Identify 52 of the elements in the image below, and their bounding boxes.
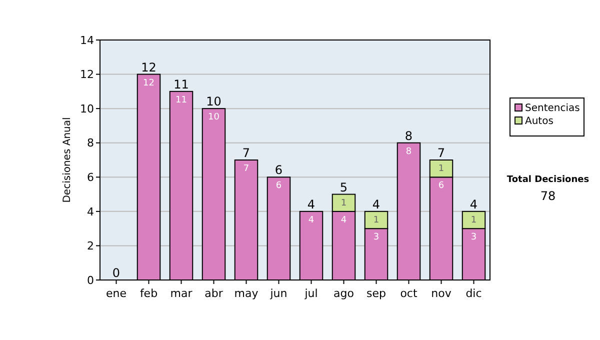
x-tick-label: jul xyxy=(304,287,318,300)
total-label: 11 xyxy=(174,77,189,92)
legend-label: Sentencias xyxy=(525,103,580,114)
x-tick-label: abr xyxy=(204,287,224,300)
y-tick-label: 10 xyxy=(80,102,94,116)
text: Total Decisiones xyxy=(506,175,590,185)
total-label: 4 xyxy=(470,197,478,212)
data-label: 7 xyxy=(243,164,250,174)
y-tick-label: 8 xyxy=(87,136,94,150)
y-tick-label: 0 xyxy=(87,274,94,287)
total-label: 6 xyxy=(274,163,283,178)
x-tick-label: dic xyxy=(466,287,482,300)
total-label: 4 xyxy=(307,197,316,212)
total-label: 8 xyxy=(404,128,413,143)
data-label: 10 xyxy=(208,112,220,123)
legend-label: Autos xyxy=(525,116,554,127)
data-label: 4 xyxy=(308,215,314,226)
data-label: 1 xyxy=(438,164,444,174)
total-label: 0 xyxy=(112,266,120,280)
data-label: 8 xyxy=(406,146,412,157)
y-tick-label: 12 xyxy=(80,68,94,82)
total-label: 7 xyxy=(437,146,446,160)
x-tick-label: ago xyxy=(334,287,354,300)
x-tick-label: jun xyxy=(269,287,288,300)
x-tick-label: feb xyxy=(140,287,158,300)
x-tick-label: sep xyxy=(366,287,386,300)
total-label: 12 xyxy=(141,60,156,74)
data-label: 11 xyxy=(176,95,187,106)
text: 78 xyxy=(540,189,556,203)
x-tick-label: mar xyxy=(170,287,193,300)
data-label: 4 xyxy=(340,215,347,226)
y-tick-label: 14 xyxy=(80,34,94,47)
total-label: 10 xyxy=(206,94,222,109)
y-tick-label: 2 xyxy=(87,240,94,253)
data-label: 1 xyxy=(470,215,477,226)
data-label: 6 xyxy=(438,181,444,192)
x-tick-label: nov xyxy=(431,287,452,300)
total-label: 4 xyxy=(372,197,380,212)
data-label: 6 xyxy=(276,181,282,192)
data-label: 1 xyxy=(340,198,347,208)
x-tick-label: may xyxy=(234,287,259,300)
y-axis-title: Decisiones Anual xyxy=(62,117,73,203)
x-tick-label: ene xyxy=(106,287,127,300)
x-tick-label: oct xyxy=(400,287,418,300)
data-label: 3 xyxy=(373,232,380,243)
data-label: 3 xyxy=(470,232,477,243)
y-tick-label: 6 xyxy=(87,170,94,184)
data-label: 1 xyxy=(373,215,380,226)
total-label: 7 xyxy=(242,146,250,160)
y-tick-label: 4 xyxy=(87,205,94,218)
total-label: 5 xyxy=(340,180,348,194)
data-label: 12 xyxy=(143,78,154,88)
